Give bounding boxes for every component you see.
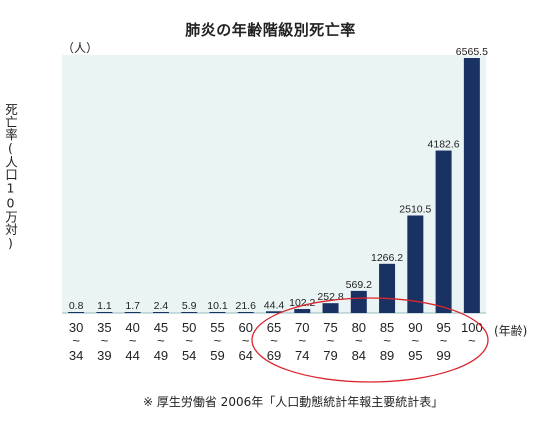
value-label: 102.2 bbox=[289, 297, 315, 309]
tick-label-end: 69 bbox=[267, 348, 281, 363]
tick-label-start: 40 bbox=[125, 320, 139, 335]
tick-label-start: 100 bbox=[461, 320, 483, 335]
value-labels-group: 0.8 1.1 1.7 2.4 5.9 10.1 21.6 44.4 102.2 252.8569… bbox=[69, 46, 488, 312]
tick-label-end: 79 bbox=[323, 348, 337, 363]
tick-label-range-symbol: ~ bbox=[412, 333, 420, 348]
tick-label-range-symbol: ~ bbox=[355, 333, 363, 348]
tick-label-start: 85 bbox=[380, 320, 394, 335]
tick-label-start: 30 bbox=[69, 320, 83, 335]
tick-label-end: 95 bbox=[408, 348, 422, 363]
tick-label-range-symbol: ~ bbox=[242, 333, 250, 348]
bar bbox=[68, 312, 85, 313]
tick-label-range-symbol: ~ bbox=[101, 333, 109, 348]
y-unit-label: （人） bbox=[62, 41, 99, 55]
value-label: 4182.6 bbox=[428, 139, 460, 151]
value-label: 1266.2 bbox=[371, 252, 403, 264]
value-label: 0.8 bbox=[69, 300, 84, 312]
value-label: 6565.5 bbox=[456, 46, 488, 58]
tick-label-start: 45 bbox=[154, 320, 168, 335]
tick-label-start: 55 bbox=[210, 320, 224, 335]
value-label: 5.9 bbox=[182, 300, 197, 312]
value-label: 2.4 bbox=[154, 300, 169, 312]
bar bbox=[152, 312, 169, 313]
bar bbox=[266, 311, 282, 313]
tick-label-start: 75 bbox=[323, 320, 337, 335]
chart-title: 肺炎の年齢階級別死亡率 bbox=[185, 21, 356, 39]
bar bbox=[407, 215, 424, 313]
tick-label-start: 50 bbox=[182, 320, 196, 335]
tick-label-end: 74 bbox=[295, 348, 309, 363]
y-axis-label: 死亡率(人口10万対) bbox=[3, 103, 18, 251]
value-label: 1.7 bbox=[125, 300, 140, 312]
bar bbox=[379, 263, 396, 313]
tick-label-end: 99 bbox=[436, 348, 450, 363]
tick-label-end: 64 bbox=[238, 348, 252, 363]
tick-label-start: 60 bbox=[238, 320, 252, 335]
bar bbox=[350, 290, 367, 313]
tick-labels-group: 30~3435~3940~4445~4950~5455~5960~6465~69… bbox=[69, 320, 483, 363]
tick-label-range-symbol: ~ bbox=[327, 333, 335, 348]
x-unit-label: (年齢) bbox=[494, 324, 528, 338]
bar bbox=[322, 303, 339, 313]
tick-label-range-symbol: ~ bbox=[440, 333, 448, 348]
value-label: 569.2 bbox=[346, 279, 372, 291]
tick-label-end: 59 bbox=[210, 348, 224, 363]
value-label: 2510.5 bbox=[399, 203, 431, 215]
tick-label-range-symbol: ~ bbox=[157, 333, 165, 348]
tick-label-start: 80 bbox=[352, 320, 366, 335]
value-label: 21.6 bbox=[236, 300, 257, 312]
tick-label-range-symbol: ~ bbox=[383, 333, 391, 348]
tick-label-start: 90 bbox=[408, 320, 422, 335]
source-note: ※ 厚生労働省 2006年「人口動態統計年報主要統計表」 bbox=[143, 395, 444, 409]
value-label: 1.1 bbox=[97, 300, 112, 312]
tick-label-start: 65 bbox=[267, 320, 281, 335]
bar bbox=[237, 312, 254, 313]
tick-label-end: 39 bbox=[97, 348, 111, 363]
tick-label-range-symbol: ~ bbox=[270, 333, 278, 348]
tick-label-range-symbol: ~ bbox=[129, 333, 137, 348]
tick-label-range-symbol: ~ bbox=[298, 333, 306, 348]
tick-label-start: 95 bbox=[436, 320, 450, 335]
tick-label-range-symbol: ~ bbox=[468, 333, 476, 348]
tick-label-range-symbol: ~ bbox=[214, 333, 222, 348]
tick-label-range-symbol: ~ bbox=[185, 333, 193, 348]
tick-label-end: 34 bbox=[69, 348, 83, 363]
tick-label-start: 70 bbox=[295, 320, 309, 335]
highlight-ellipse bbox=[251, 297, 489, 383]
bar bbox=[96, 312, 113, 313]
tick-label-start: 35 bbox=[97, 320, 111, 335]
tick-label-end: 49 bbox=[154, 348, 168, 363]
bar bbox=[209, 312, 226, 313]
bar bbox=[294, 309, 311, 313]
value-label: 44.4 bbox=[264, 299, 285, 311]
tick-label-range-symbol: ~ bbox=[72, 333, 80, 348]
tick-label-end: 44 bbox=[125, 348, 139, 363]
tick-label-end: 84 bbox=[352, 348, 366, 363]
value-label: 10.1 bbox=[207, 300, 228, 312]
tick-label-end: 89 bbox=[380, 348, 394, 363]
tick-label-end: 54 bbox=[182, 348, 196, 363]
bar bbox=[463, 58, 480, 313]
bar bbox=[181, 312, 198, 313]
bar bbox=[435, 150, 452, 313]
bars-group bbox=[68, 58, 480, 313]
bar bbox=[124, 312, 141, 313]
